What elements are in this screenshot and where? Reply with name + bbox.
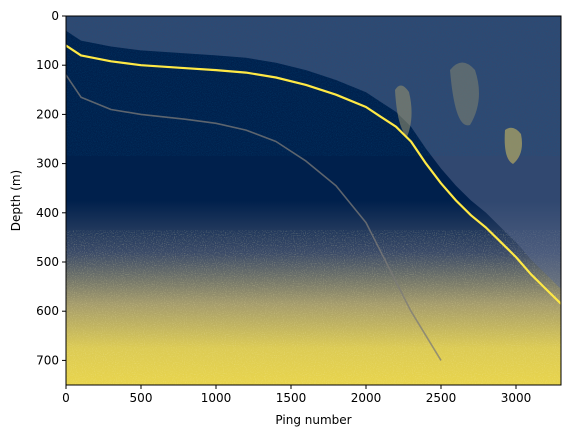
y-tick-label: 500 — [36, 255, 59, 269]
seabed-echo-line — [66, 44, 561, 305]
bottom-noise-overlay — [66, 230, 561, 385]
y-tick-label: 700 — [36, 353, 59, 367]
x-tick-label: 500 — [130, 391, 153, 405]
echogram-plot-area — [66, 16, 561, 385]
y-tick-label: 600 — [36, 304, 59, 318]
surface-noise-overlay — [66, 16, 561, 156]
y-tick-label: 300 — [36, 157, 59, 171]
x-tick-label: 2500 — [426, 391, 457, 405]
y-axis: 0 100 200 300 400 500 600 700 — [36, 9, 66, 367]
scatter-patch — [395, 85, 412, 137]
y-tick-label: 100 — [36, 58, 59, 72]
x-tick-label: 2000 — [351, 391, 382, 405]
x-tick-label: 3000 — [501, 391, 532, 405]
y-tick-label: 400 — [36, 206, 59, 220]
y-tick-label: 200 — [36, 107, 59, 121]
scatter-patch — [450, 62, 479, 126]
x-axis-label: Ping number — [275, 413, 351, 427]
scatter-patch — [504, 127, 522, 164]
x-tick-label: 0 — [62, 391, 70, 405]
x-tick-label: 1000 — [201, 391, 232, 405]
x-axis: 0 500 1000 1500 2000 2500 3000 — [62, 385, 531, 405]
plot-frame — [65, 15, 562, 386]
x-tick-label: 1500 — [276, 391, 307, 405]
y-axis-label: Depth (m) — [9, 170, 23, 231]
multiple-echo-line — [66, 74, 442, 361]
y-tick-label: 0 — [51, 9, 59, 23]
